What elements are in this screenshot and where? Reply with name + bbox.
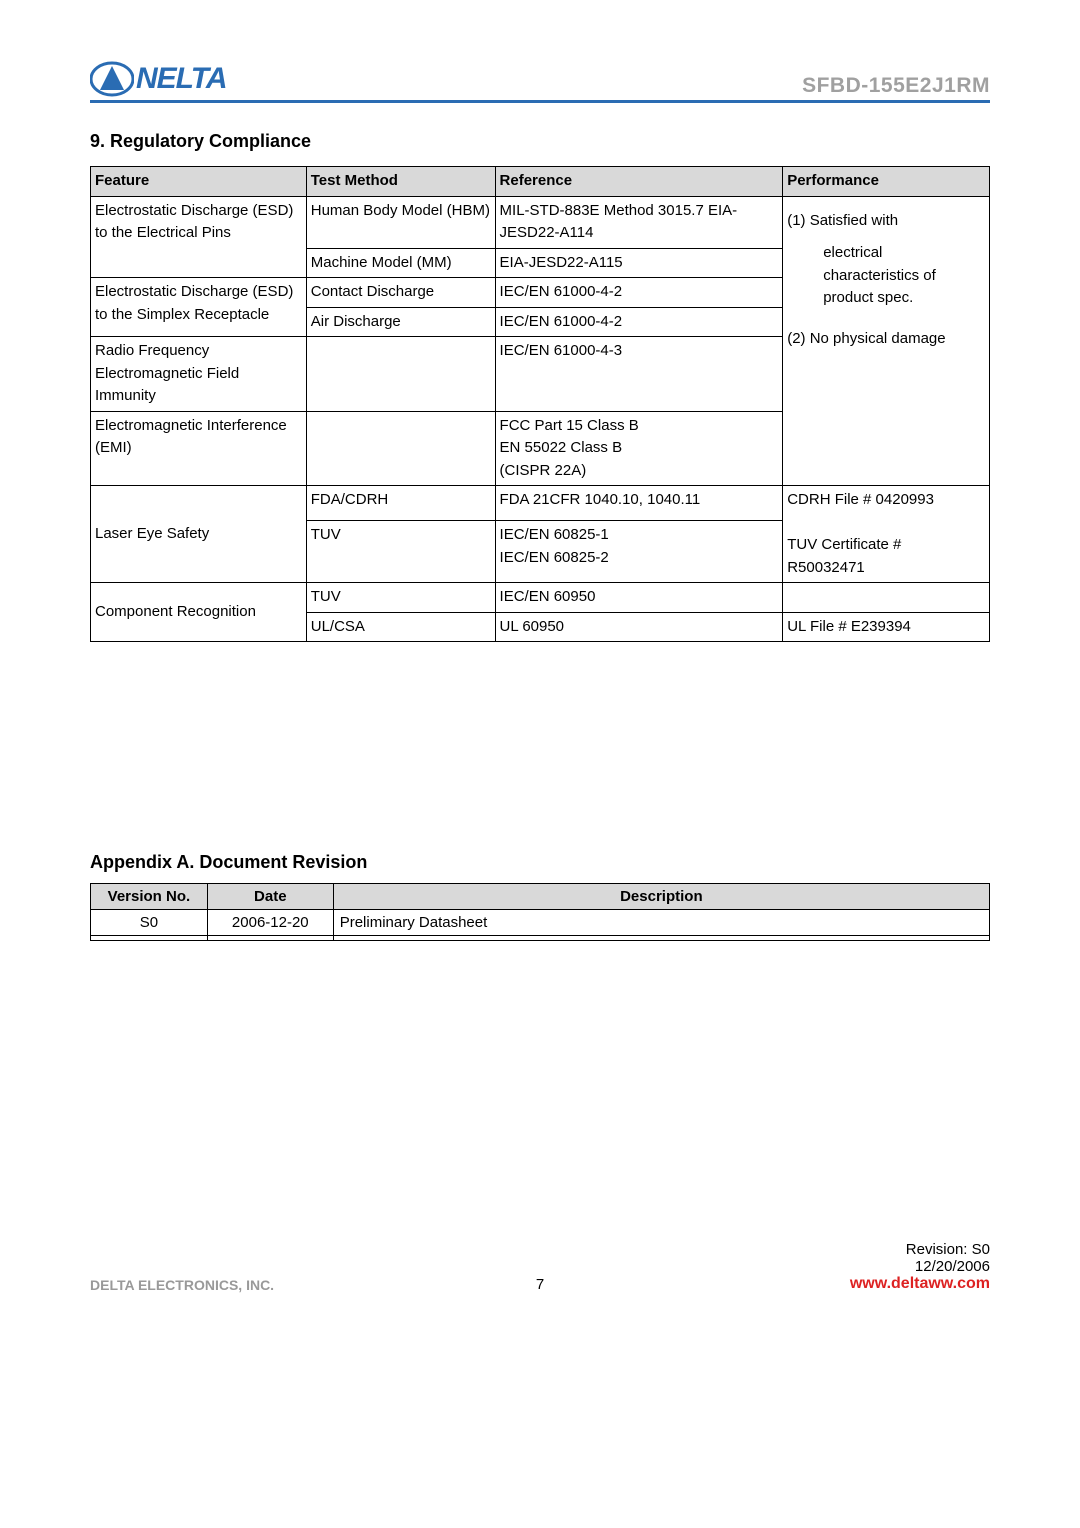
feature-cell: Electromagnetic Interference (EMI) [91, 411, 307, 486]
footer-date: 12/20/2006 [850, 1258, 990, 1275]
footer: DELTA ELECTRONICS, INC. 7 Revision: S0 1… [90, 1241, 990, 1293]
ref-cell: FDA 21CFR 1040.10, 1040.11 [495, 486, 783, 521]
col-performance: Performance [783, 167, 990, 197]
perf-sub: electrical [787, 242, 985, 265]
method-cell [306, 337, 495, 412]
method-cell: Contact Discharge [306, 278, 495, 308]
col-method: Test Method [306, 167, 495, 197]
table-row: Laser Eye Safety FDA/CDRH FDA 21CFR 1040… [91, 486, 990, 521]
footer-company: DELTA ELECTRONICS, INC. [90, 1277, 274, 1293]
table-row: Component Recognition TUV IEC/EN 60950 [91, 583, 990, 613]
logo: NELTA [90, 60, 227, 98]
method-cell: Human Body Model (HBM) [306, 196, 495, 248]
compliance-table: Feature Test Method Reference Performanc… [90, 166, 990, 642]
desc-cell: Preliminary Datasheet [333, 910, 989, 936]
footer-url: www.deltaww.com [850, 1275, 990, 1293]
performance-cell [783, 583, 990, 613]
ref-cell: IEC/EN 60825-1 IEC/EN 60825-2 [495, 521, 783, 583]
footer-right: Revision: S0 12/20/2006 www.deltaww.com [850, 1241, 990, 1293]
performance-cell: CDRH File # 0420993 TUV Certificate # R5… [783, 486, 990, 583]
table-header-row: Feature Test Method Reference Performanc… [91, 167, 990, 197]
col-desc: Description [333, 884, 989, 910]
method-cell: Machine Model (MM) [306, 248, 495, 278]
table-row: Electrostatic Discharge (ESD) to the Ele… [91, 196, 990, 248]
method-cell [306, 411, 495, 486]
method-cell: FDA/CDRH [306, 486, 495, 521]
ref-cell: IEC/EN 61000-4-3 [495, 337, 783, 412]
col-version: Version No. [91, 884, 208, 910]
method-cell: Air Discharge [306, 307, 495, 337]
feature-cell: Laser Eye Safety [91, 486, 307, 583]
perf-item: (1) Satisfied with [787, 210, 985, 233]
ref-cell: IEC/EN 61000-4-2 [495, 278, 783, 308]
logo-icon [90, 60, 134, 98]
perf-item: (2) No physical damage [787, 328, 985, 351]
appendix-title: Appendix A. Document Revision [90, 852, 990, 873]
table-header-row: Version No. Date Description [91, 884, 990, 910]
performance-cell: (1) Satisfied with electrical characteri… [783, 196, 990, 486]
ref-cell: FCC Part 15 Class B EN 55022 Class B (CI… [495, 411, 783, 486]
table-row [91, 936, 990, 941]
feature-cell: Component Recognition [91, 583, 307, 642]
col-date: Date [207, 884, 333, 910]
desc-cell [333, 936, 989, 941]
feature-cell: Electrostatic Discharge (ESD) to the Sim… [91, 278, 307, 337]
version-cell [91, 936, 208, 941]
method-cell: TUV [306, 521, 495, 583]
feature-cell: Electrostatic Discharge (ESD) to the Ele… [91, 196, 307, 278]
date-cell: 2006-12-20 [207, 910, 333, 936]
brand-name: NELTA [136, 62, 227, 96]
ref-cell: IEC/EN 61000-4-2 [495, 307, 783, 337]
footer-revision: Revision: S0 [850, 1241, 990, 1258]
col-reference: Reference [495, 167, 783, 197]
date-cell [207, 936, 333, 941]
version-cell: S0 [91, 910, 208, 936]
doc-code: SFBD-155E2J1RM [802, 74, 990, 98]
method-cell: TUV [306, 583, 495, 613]
table-row: S0 2006-12-20 Preliminary Datasheet [91, 910, 990, 936]
ref-cell: MIL-STD-883E Method 3015.7 EIA-JESD22-A1… [495, 196, 783, 248]
footer-page: 7 [536, 1276, 544, 1293]
method-cell: UL/CSA [306, 612, 495, 642]
feature-cell: Radio Frequency Electromagnetic Field Im… [91, 337, 307, 412]
revision-table: Version No. Date Description S0 2006-12-… [90, 883, 990, 941]
perf-sub: characteristics of [787, 265, 985, 288]
ref-cell: EIA-JESD22-A115 [495, 248, 783, 278]
section-title: 9. Regulatory Compliance [90, 131, 990, 152]
ref-cell: UL 60950 [495, 612, 783, 642]
performance-cell: UL File # E239394 [783, 612, 990, 642]
perf-sub: product spec. [787, 287, 985, 310]
ref-cell: IEC/EN 60950 [495, 583, 783, 613]
col-feature: Feature [91, 167, 307, 197]
header: NELTA SFBD-155E2J1RM [90, 60, 990, 103]
